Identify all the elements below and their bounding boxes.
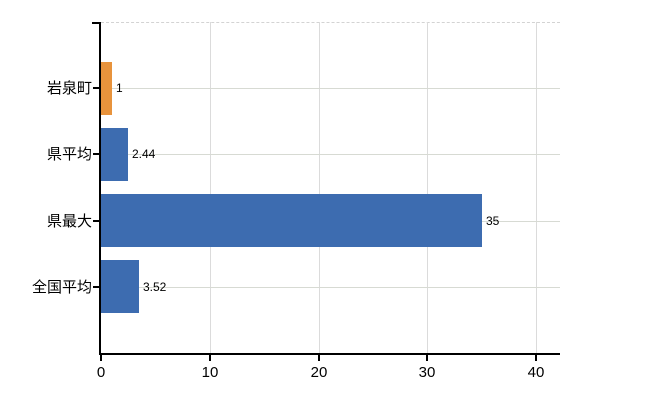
category-tick	[93, 286, 101, 288]
category-tick	[93, 153, 101, 155]
category-label: 県平均	[46, 146, 92, 163]
bar-value-label: 2.44	[132, 147, 156, 161]
x-gridline	[210, 22, 211, 353]
x-tick-label: 30	[418, 364, 436, 381]
x-tick-label: 0	[96, 364, 106, 381]
y-gridline	[101, 287, 560, 288]
x-gridline	[427, 22, 428, 353]
x-tick	[426, 355, 428, 361]
category-label: 岩泉町	[46, 80, 92, 97]
y-gridline	[101, 154, 560, 155]
y-axis-line	[99, 22, 101, 355]
bar-value-label: 1	[116, 81, 123, 95]
bar-value-label: 35	[486, 214, 500, 228]
x-tick-label: 10	[201, 364, 219, 381]
x-tick-label: 20	[310, 364, 328, 381]
x-axis-line	[99, 353, 560, 355]
y-gridline	[101, 88, 560, 89]
category-tick	[93, 87, 101, 89]
x-tick	[100, 355, 102, 361]
x-tick	[209, 355, 211, 361]
x-tick	[318, 355, 320, 361]
category-tick	[93, 220, 101, 222]
bar-value-label: 3.52	[143, 280, 167, 294]
x-gridline	[536, 22, 537, 353]
bar-3	[101, 260, 139, 313]
category-label: 県最大	[46, 213, 92, 230]
bar-1	[101, 128, 128, 181]
category-label: 全国平均	[31, 279, 92, 296]
bar-0	[101, 62, 112, 115]
y-axis-end-tick	[92, 22, 101, 24]
x-tick-label: 40	[527, 364, 545, 381]
x-gridline	[319, 22, 320, 353]
x-tick	[535, 355, 537, 361]
bar-2	[101, 194, 482, 247]
plot-top-border	[101, 22, 560, 23]
